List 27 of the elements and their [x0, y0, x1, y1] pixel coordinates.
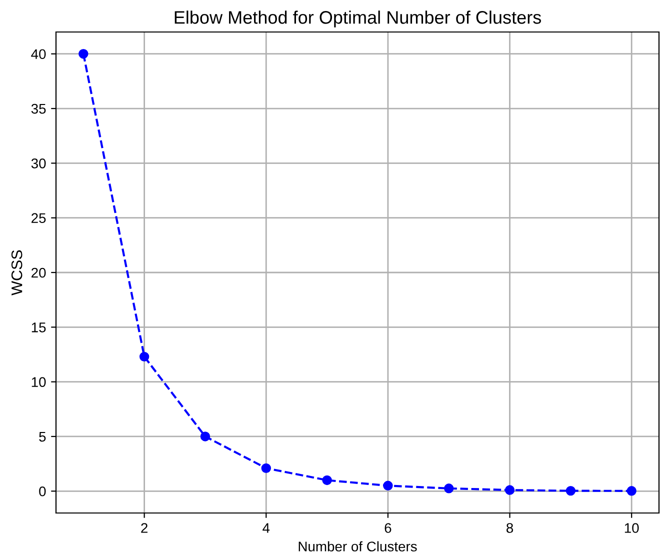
y-tick-label: 5 — [39, 432, 46, 442]
x-axis-title: Number of Clusters — [298, 541, 417, 552]
y-tick-label: 20 — [32, 268, 46, 278]
point — [78, 49, 88, 59]
chart-title: Elbow Method for Optimal Number of Clusters — [174, 10, 541, 28]
point — [261, 463, 271, 474]
y-tick-label: 10 — [32, 377, 46, 387]
point — [444, 484, 454, 494]
point — [626, 486, 636, 496]
point — [139, 352, 150, 362]
x-tick-label: 2 — [141, 523, 148, 533]
x-tick-label: 10 — [624, 523, 639, 533]
y-tick-label: 15 — [32, 322, 46, 332]
x-tick-label: 4 — [262, 523, 270, 533]
y-tick-label: 0 — [39, 486, 46, 496]
y-axis-title: WCSS — [11, 250, 22, 296]
point — [322, 475, 332, 486]
y-tick-label: 40 — [31, 49, 46, 60]
y-tick-label: 30 — [31, 158, 46, 168]
x-tick-label: 6 — [384, 523, 392, 533]
x-tick-label: 8 — [506, 523, 514, 533]
point — [200, 432, 210, 442]
point — [383, 480, 393, 491]
point — [504, 485, 515, 495]
point — [566, 486, 576, 496]
y-tick-label: 25 — [32, 213, 46, 224]
y-tick-label: 35 — [31, 104, 46, 114]
